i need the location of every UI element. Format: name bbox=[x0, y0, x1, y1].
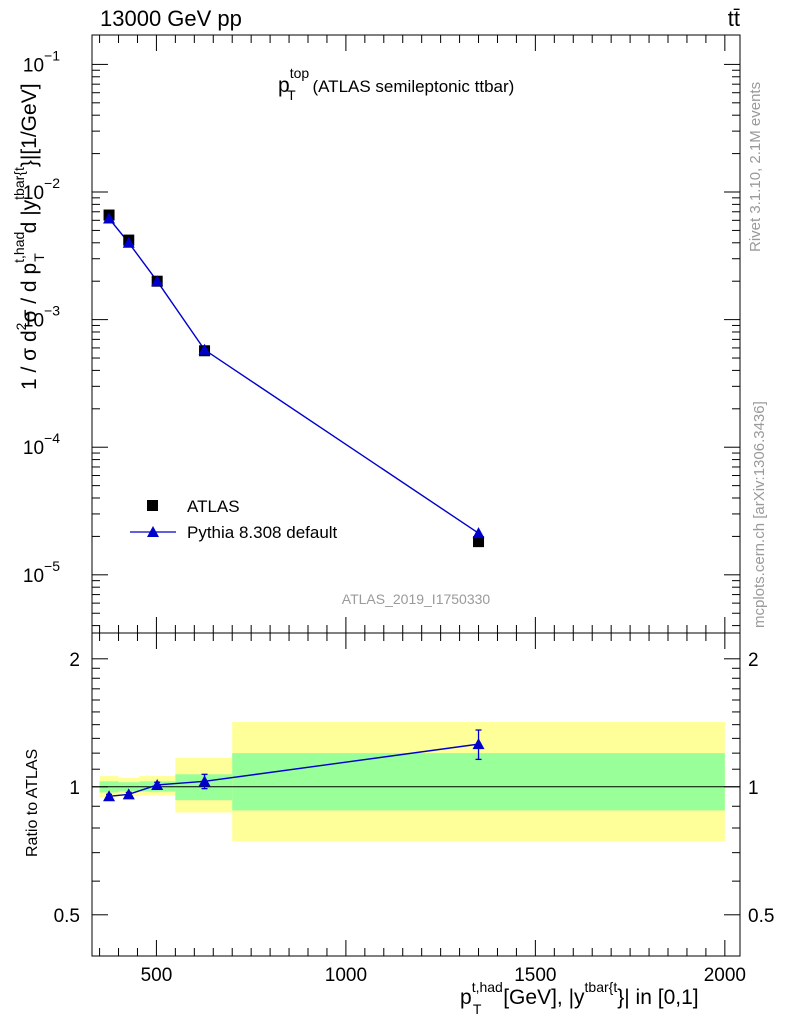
ratio-y-axis-label: Ratio to ATLAS bbox=[24, 749, 41, 857]
mc-point bbox=[198, 343, 211, 355]
data-series bbox=[103, 209, 485, 548]
ratio-band-inner bbox=[232, 753, 725, 811]
mc-series bbox=[108, 218, 479, 534]
axis-ticks: 10−1 10−2 10−3 10−4 10−5 500 1000 1500 2000 2 2 1 1 0… bbox=[23, 35, 774, 986]
mc-point bbox=[122, 236, 135, 248]
legend-mc-marker bbox=[147, 526, 159, 537]
main-plot-frame bbox=[91, 34, 741, 634]
ratio-point bbox=[122, 788, 135, 800]
legend-mc-label: Pythia 8.308 default bbox=[187, 523, 338, 542]
mc-point bbox=[151, 275, 164, 287]
mc-point bbox=[103, 212, 116, 224]
ratio-point bbox=[472, 738, 485, 750]
data-point bbox=[473, 536, 485, 548]
ratio-y-tick-label-right: 2 bbox=[748, 650, 759, 671]
ratio-point bbox=[103, 790, 116, 802]
analysis-label: ATLAS_2019_I1750330 bbox=[342, 591, 491, 607]
energy-label: 13000 GeV pp bbox=[100, 6, 242, 31]
rivet-label: Rivet 3.1.10, 2.1M events bbox=[747, 82, 764, 252]
x-tick-label: 500 bbox=[141, 965, 173, 986]
x-tick-label: 1500 bbox=[514, 965, 556, 986]
ratio-point bbox=[198, 775, 211, 787]
mcplots-label: mcplots.cern.ch [arXiv:1306.3436] bbox=[751, 401, 768, 628]
ratio-y-tick-label: 2 bbox=[69, 650, 80, 671]
plot-title: ptop T (ATLAS semileptonic ttbar) bbox=[278, 65, 514, 103]
mc-line bbox=[108, 218, 479, 534]
ratio-y-tick-label-right: 0.5 bbox=[748, 906, 774, 927]
ratio-y-tick-label: 0.5 bbox=[54, 906, 80, 927]
y-tick-label: 10−1 bbox=[23, 47, 60, 76]
x-tick-label: 1000 bbox=[325, 965, 367, 986]
x-axis-label: pt,had T [GeV], |ytbar{t}| in [0,1] bbox=[460, 979, 699, 1017]
ratio-plot-frame bbox=[91, 632, 741, 957]
y-tick-label: 10−5 bbox=[23, 558, 60, 587]
ratio-y-tick-label-right: 1 bbox=[748, 778, 759, 799]
y-tick-label: 10−3 bbox=[23, 303, 60, 332]
legend-data-marker bbox=[147, 500, 158, 511]
legend-data-label: ATLAS bbox=[187, 497, 240, 516]
y-tick-label: 10−2 bbox=[23, 175, 60, 204]
ratio-series bbox=[103, 729, 485, 802]
y-axis-label: 1 / σ d2σ / d pt,had T d |ytbar{t}|[1/GeV… bbox=[11, 83, 47, 390]
process-label: tt̄ bbox=[728, 6, 740, 31]
ratio-point bbox=[151, 778, 164, 790]
legend: ATLAS Pythia 8.308 default bbox=[130, 497, 338, 542]
x-tick-label: 2000 bbox=[704, 965, 746, 986]
mc-point bbox=[472, 527, 485, 539]
ratio-y-tick-label: 1 bbox=[69, 778, 80, 799]
y-tick-label: 10−4 bbox=[23, 430, 60, 459]
